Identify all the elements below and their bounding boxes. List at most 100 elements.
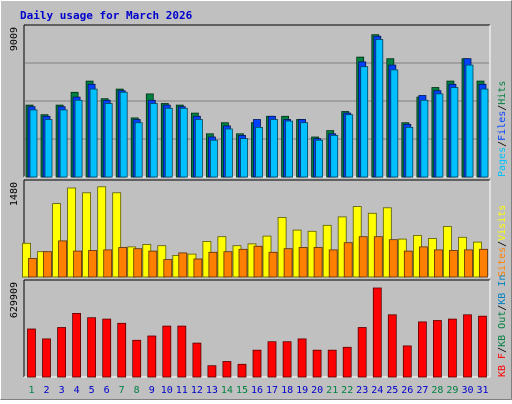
bar-pages-day-4 bbox=[74, 99, 83, 178]
bar-pages-day-14 bbox=[224, 128, 233, 178]
legend-entry-files: Files bbox=[497, 111, 508, 141]
bar-visits-day-5 bbox=[82, 192, 91, 278]
day-label-26: 26 bbox=[401, 385, 413, 396]
bar-kb-f-day-22 bbox=[342, 346, 352, 378]
y-max-label: 629909 bbox=[9, 282, 20, 318]
bar-pages-day-11 bbox=[179, 107, 188, 178]
bar-pages-day-19 bbox=[300, 122, 309, 178]
bar-sites-day-28 bbox=[433, 249, 443, 278]
bar-pages-day-18 bbox=[285, 120, 294, 178]
day-label-3: 3 bbox=[59, 385, 65, 396]
bar-pages-day-16 bbox=[255, 127, 263, 178]
day-label-4: 4 bbox=[74, 385, 80, 396]
bar-sites-day-21 bbox=[328, 249, 338, 278]
legend-entry-kbout: KB Out bbox=[497, 311, 508, 347]
bar-sites-day-12 bbox=[193, 258, 203, 278]
bar-pages-day-8 bbox=[134, 122, 143, 178]
legend-entry-hits: Hits bbox=[497, 81, 508, 105]
bar-sites-day-24 bbox=[373, 236, 383, 278]
day-label-28: 28 bbox=[431, 385, 443, 396]
bar-kb-f-day-17 bbox=[267, 341, 277, 378]
legend-separator: / bbox=[497, 141, 508, 147]
day-label-15: 15 bbox=[236, 385, 248, 396]
bar-kb-f-day-5 bbox=[87, 317, 96, 378]
day-label-31: 31 bbox=[476, 385, 488, 396]
legend-separator: / bbox=[497, 105, 508, 111]
bar-pages-day-9 bbox=[149, 103, 158, 178]
bar-visits-day-18 bbox=[277, 217, 287, 278]
bar-sites-day-16 bbox=[253, 245, 263, 278]
day-label-6: 6 bbox=[104, 385, 110, 396]
bar-pages-day-15 bbox=[240, 138, 248, 178]
legend: KB F/KB Out/KB In bbox=[497, 275, 508, 377]
bar-pages-day-29 bbox=[450, 87, 459, 178]
bar-sites-day-13 bbox=[208, 251, 218, 278]
bar-sites-day-26 bbox=[403, 250, 413, 278]
bar-kb-f-day-4 bbox=[72, 312, 81, 378]
bar-sites-day-25 bbox=[388, 239, 398, 278]
bar-sites-day-3 bbox=[58, 240, 67, 278]
y-max-label: 1480 bbox=[9, 182, 20, 206]
bar-pages-day-25 bbox=[390, 69, 399, 178]
day-label-10: 10 bbox=[161, 385, 173, 396]
bar-sites-day-31 bbox=[479, 248, 488, 278]
bar-sites-day-18 bbox=[283, 248, 293, 278]
legend-entry-pages: Pages bbox=[497, 147, 508, 177]
bar-kb-f-day-9 bbox=[147, 335, 157, 378]
bar-visits-day-3 bbox=[52, 203, 61, 278]
bar-pages-day-30 bbox=[465, 64, 474, 178]
day-label-11: 11 bbox=[176, 385, 188, 396]
day-label-12: 12 bbox=[191, 385, 203, 396]
legend-entry-visits: Visits bbox=[497, 205, 508, 241]
legend-entry-sites: Sites bbox=[497, 247, 508, 277]
bar-sites-day-2 bbox=[43, 251, 52, 278]
day-axis: 1 2 3 4 5 6 7 8 9 10 11 12 13 14 15 16 17 18 19 20 21 22 23 24 2… bbox=[28, 385, 488, 396]
bar-sites-day-27 bbox=[418, 246, 428, 278]
bar-pages-day-13 bbox=[209, 139, 218, 178]
bar-kb-f-day-6 bbox=[102, 318, 112, 378]
day-label-17: 17 bbox=[266, 385, 278, 396]
bar-pages-day-10 bbox=[164, 107, 173, 178]
bar-pages-day-12 bbox=[194, 119, 203, 178]
bar-sites-day-17 bbox=[268, 251, 278, 278]
bar-pages-day-1 bbox=[29, 109, 38, 178]
bar-sites-day-23 bbox=[358, 236, 368, 278]
bar-sites-day-29 bbox=[448, 250, 458, 278]
bar-kb-f-day-13 bbox=[207, 365, 217, 378]
legend-separator: / bbox=[497, 305, 508, 311]
bar-pages-day-28 bbox=[435, 93, 444, 178]
legend: Pages/Files/Hits bbox=[497, 81, 508, 177]
bar-kb-f-day-11 bbox=[177, 325, 187, 378]
bar-kb-f-day-1 bbox=[27, 328, 36, 378]
day-label-5: 5 bbox=[89, 385, 95, 396]
bar-pages-day-24 bbox=[375, 39, 384, 178]
legend-entry-kbin: KB In bbox=[497, 275, 508, 305]
bar-kb-f-day-24 bbox=[372, 287, 382, 378]
day-label-1: 1 bbox=[28, 385, 34, 396]
legend-separator: / bbox=[497, 241, 508, 247]
bar-sites-day-4 bbox=[73, 250, 82, 278]
y-max-label: 9009 bbox=[9, 27, 20, 51]
bar-sites-day-9 bbox=[148, 250, 158, 278]
bar-sites-day-10 bbox=[163, 259, 173, 278]
bar-pages-day-5 bbox=[89, 88, 98, 178]
bar-kb-f-day-29 bbox=[447, 318, 457, 378]
bar-pages-day-27 bbox=[420, 99, 429, 178]
day-label-14: 14 bbox=[221, 385, 233, 396]
chart-panels: 90091480629909Pages/Files/HitsSites/Visi… bbox=[9, 24, 508, 378]
bar-sites-day-22 bbox=[343, 242, 353, 278]
bar-sites-day-5 bbox=[88, 250, 97, 278]
bar-pages-day-26 bbox=[405, 127, 414, 178]
day-label-7: 7 bbox=[119, 385, 125, 396]
day-label-30: 30 bbox=[461, 385, 473, 396]
bar-sites-day-14 bbox=[223, 251, 233, 278]
legend: Sites/Visits bbox=[497, 205, 508, 277]
bar-kb-f-day-27 bbox=[417, 321, 427, 378]
legend-separator: / bbox=[497, 347, 508, 353]
chart-title: Daily usage for March 2026 bbox=[20, 9, 193, 22]
bar-kb-f-day-10 bbox=[162, 325, 172, 378]
bar-kb-f-day-2 bbox=[42, 338, 51, 378]
day-label-13: 13 bbox=[206, 385, 218, 396]
